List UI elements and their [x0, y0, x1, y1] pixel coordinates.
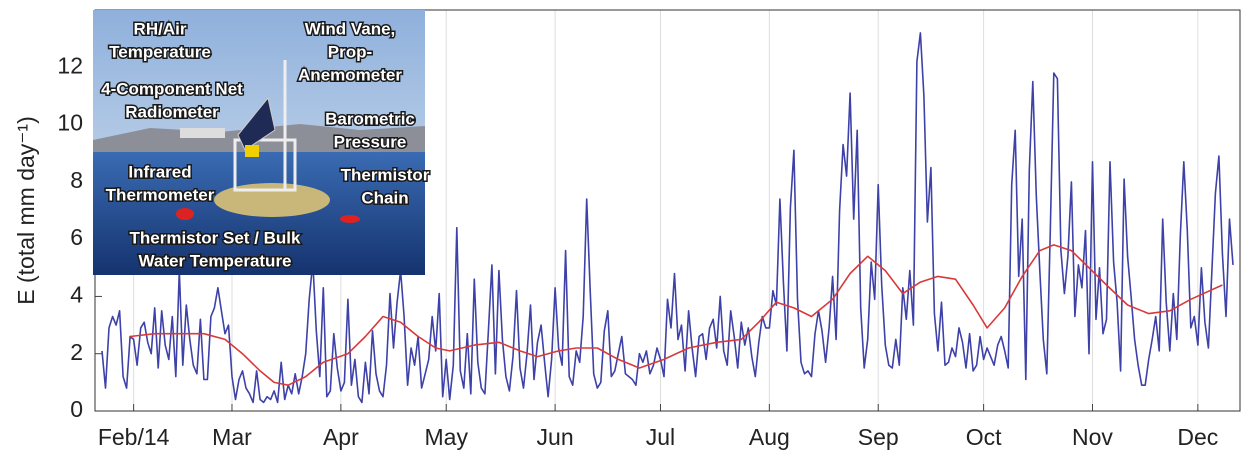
x-tick-label: Apr — [323, 424, 359, 450]
series-line — [101, 32, 1234, 404]
y-tick-label: 2 — [70, 339, 83, 365]
y-tick-label: 12 — [57, 52, 83, 78]
red-float — [340, 215, 360, 223]
inset-label: Pressure — [334, 132, 407, 151]
y-axis-label: E (total mm day⁻¹) — [13, 116, 39, 305]
inset-label: Infrared — [128, 162, 191, 181]
inset-label: RH/Air — [134, 19, 187, 38]
y-tick-label: 8 — [70, 167, 83, 193]
inset-label: Anemometer — [298, 65, 402, 84]
inset-label: Wind Vane, — [305, 19, 396, 38]
buoy-hull — [214, 183, 330, 217]
inset-photo: RH/Air Temperature Wind Vane, Prop- Anemomet… — [93, 10, 431, 275]
inset-label: Thermistor Set / Bulk — [130, 228, 302, 247]
y-tick-label: 0 — [70, 396, 83, 422]
red-float — [176, 208, 194, 220]
x-tick-label: Feb/14 — [98, 424, 170, 450]
x-tick-label: Oct — [966, 424, 1002, 450]
inset-label: Thermistor — [341, 165, 430, 184]
inset-label: Prop- — [328, 42, 372, 61]
x-tick-label: Sep — [858, 424, 899, 450]
x-tick-label: Jul — [646, 424, 675, 450]
x-tick-label: Nov — [1072, 424, 1113, 450]
x-tick-label: Jun — [537, 424, 574, 450]
y-tick-label: 6 — [70, 224, 83, 250]
series-line — [130, 244, 1223, 386]
solar-panel — [237, 96, 276, 151]
x-tick-label: Aug — [749, 424, 790, 450]
x-tick-label: Dec — [1177, 424, 1218, 450]
inset-label: Barometric — [325, 109, 415, 128]
inset-label: Chain — [361, 188, 408, 207]
buoy-box — [245, 145, 259, 157]
x-tick-label: Mar — [212, 424, 252, 450]
inset-label: Thermometer — [106, 185, 215, 204]
inset-label: Radiometer — [125, 102, 219, 121]
radiometer-arm — [180, 128, 225, 138]
inset-label: 4-Component Net — [101, 79, 243, 98]
y-tick-label: 4 — [70, 282, 83, 308]
x-tick-label: May — [425, 424, 469, 450]
inset-label: Water Temperature — [138, 251, 291, 270]
buoy-frame — [233, 138, 297, 192]
y-tick-label: 10 — [57, 110, 83, 136]
inset-label: Temperature — [109, 42, 211, 61]
